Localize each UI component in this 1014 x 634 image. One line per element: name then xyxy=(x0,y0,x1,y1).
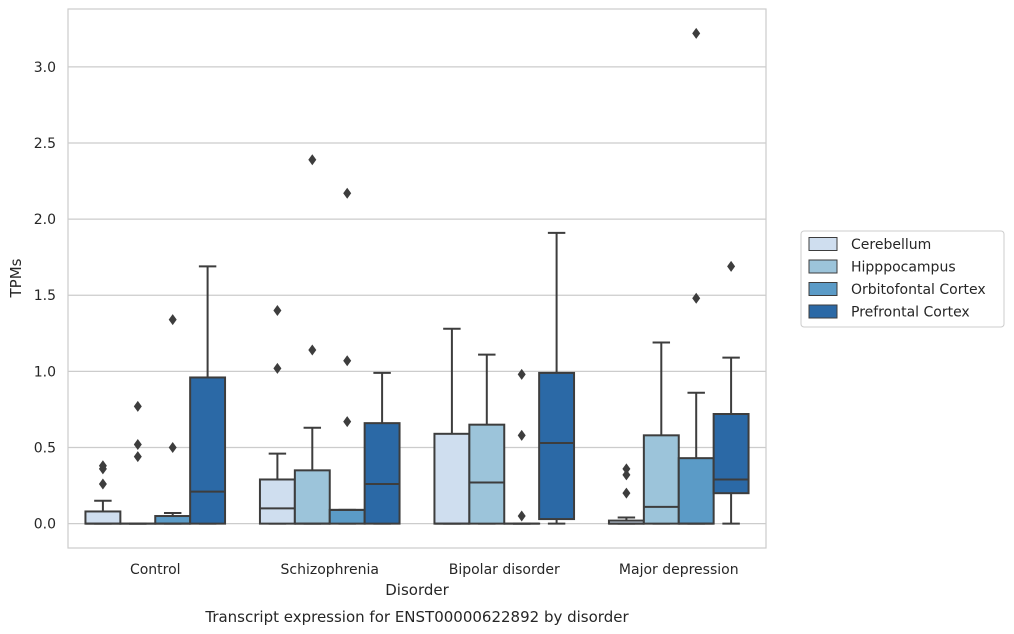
outlier-point xyxy=(343,355,352,367)
box-orbitofontal-cortex xyxy=(677,27,715,525)
legend-item: Cerebellum xyxy=(808,237,931,253)
legend-swatch xyxy=(808,304,838,319)
y-tick-labels: 0.0 0.5 1.0 1.5 2.0 2.5 3.0 xyxy=(34,60,56,533)
outlier-point xyxy=(727,260,736,272)
outlier-point xyxy=(517,429,526,441)
outlier-point xyxy=(517,368,526,380)
outlier-point xyxy=(133,438,142,450)
outlier-point xyxy=(343,416,352,428)
box-iqr xyxy=(363,422,401,525)
legend-swatch xyxy=(808,282,838,296)
box-iqr xyxy=(293,469,331,525)
outlier-point xyxy=(308,344,317,356)
box-prefrontal-cortex xyxy=(363,371,401,525)
legend-item: Prefrontal Cortex xyxy=(808,304,970,321)
legend-item: Hipppocampus xyxy=(808,259,956,276)
legend-swatch xyxy=(808,259,838,274)
box-cerebellum xyxy=(607,463,645,525)
x-tick-labels: Control Schizophrenia Bipolar disorder Majo… xyxy=(130,562,739,578)
x-tick-label: Schizophrenia xyxy=(281,562,379,578)
box-iqr xyxy=(642,434,680,525)
outlier-point xyxy=(168,314,177,326)
outlier-point xyxy=(133,400,142,412)
legend-label: Prefrontal Cortex xyxy=(851,305,970,321)
box-iqr xyxy=(84,510,122,525)
legend-item: Orbitofontal Cortex xyxy=(808,282,986,298)
outlier-point xyxy=(98,478,107,490)
y-axis-label: TPMs xyxy=(7,258,25,298)
x-tick-label: Major depression xyxy=(619,562,739,578)
box-hipppocampus xyxy=(293,154,331,525)
y-tick-label: 2.0 xyxy=(34,212,56,228)
outlier-point xyxy=(308,154,317,166)
box-prefrontal-cortex xyxy=(538,231,576,525)
outlier-point xyxy=(517,510,526,522)
x-tick-label: Bipolar disorder xyxy=(449,562,560,578)
legend-label: Hipppocampus xyxy=(851,260,956,276)
y-tick-label: 1.0 xyxy=(34,364,56,380)
legend-frame xyxy=(800,230,1005,328)
box-hipppocampus xyxy=(468,353,506,525)
y-tick-label: 1.5 xyxy=(34,288,56,304)
x-tick-label: Control xyxy=(130,562,181,578)
box-iqr xyxy=(328,508,366,525)
outlier-point xyxy=(692,292,701,304)
box-iqr xyxy=(258,478,296,525)
box-orbitofontal-cortex xyxy=(328,187,366,525)
legend: Cerebellum Hipppocampus Orbitofontal Corte… xyxy=(800,230,1005,328)
outlier-point xyxy=(692,27,701,39)
box-prefrontal-cortex xyxy=(189,265,227,525)
plot-area-frame xyxy=(67,8,767,549)
box-hipppocampus xyxy=(642,341,680,525)
box-cerebellum xyxy=(84,460,122,525)
box-prefrontal-cortex xyxy=(712,260,750,525)
legend-swatch xyxy=(808,237,838,251)
box-orbitofontal-cortex xyxy=(154,314,192,525)
y-tick-label: 0.5 xyxy=(34,441,56,457)
outlier-point xyxy=(622,487,631,499)
box-iqr xyxy=(712,413,750,495)
box-iqr xyxy=(154,515,192,525)
legend-label: Cerebellum xyxy=(851,237,931,253)
y-tick-label: 0.0 xyxy=(34,517,56,533)
box-iqr xyxy=(538,371,576,521)
outlier-point xyxy=(343,187,352,199)
outlier-point xyxy=(622,469,631,481)
y-tick-label: 3.0 xyxy=(34,60,56,76)
outlier-point xyxy=(133,451,142,463)
box-cerebellum xyxy=(258,304,296,525)
outlier-point xyxy=(622,463,631,475)
outlier-point xyxy=(273,362,282,374)
outlier-point xyxy=(168,442,177,454)
chart-title: Transcript expression for ENST0000062289… xyxy=(204,608,629,626)
x-axis-label: Disorder xyxy=(385,581,449,599)
box-iqr xyxy=(433,432,471,525)
y-tick-label: 2.5 xyxy=(34,136,56,152)
outlier-point xyxy=(273,304,282,316)
box-iqr xyxy=(468,423,506,525)
box-iqr xyxy=(189,376,227,525)
box-hipppocampus xyxy=(119,400,157,525)
box-iqr xyxy=(677,457,715,525)
box-cerebellum xyxy=(433,327,471,525)
box-orbitofontal-cortex xyxy=(503,368,541,525)
legend-label: Orbitofontal Cortex xyxy=(851,282,986,298)
box-series-group xyxy=(84,27,750,525)
outlier-point xyxy=(98,460,107,472)
